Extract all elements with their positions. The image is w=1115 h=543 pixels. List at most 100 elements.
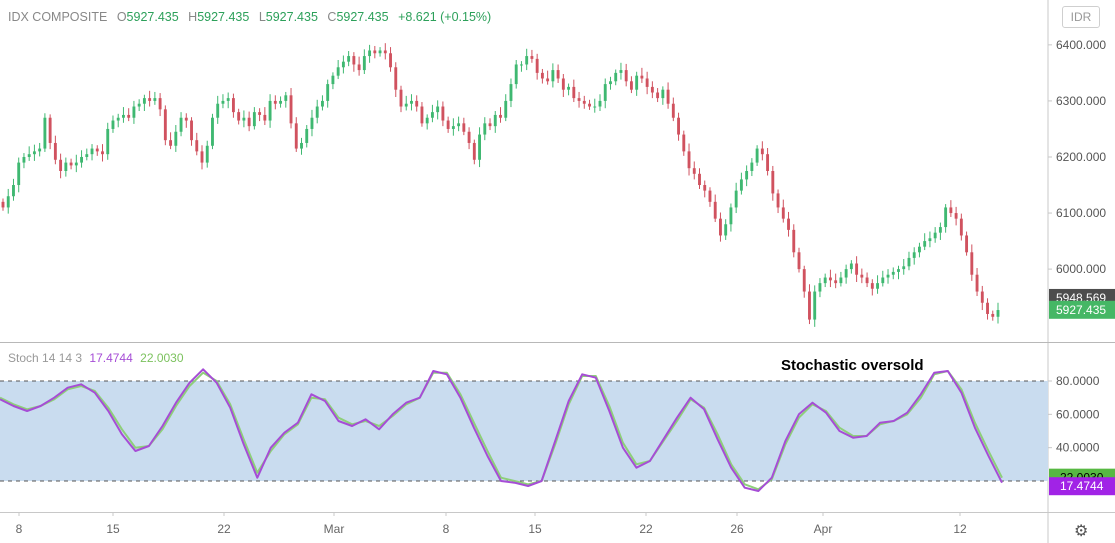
candle-body: [598, 100, 602, 107]
candle-body: [69, 162, 73, 166]
candle-body: [703, 185, 707, 191]
candle-body: [609, 81, 612, 85]
candle-body: [378, 50, 382, 54]
candle-body: [546, 78, 550, 82]
candle-body: [603, 84, 607, 101]
high-value: 5927.435: [197, 10, 250, 24]
candle-body: [640, 75, 644, 79]
candle-body: [860, 274, 864, 278]
stoch-header: Stoch 14 14 3 17.4744 22.0030: [8, 351, 184, 365]
change-value: +8.621 (+0.15%): [398, 10, 492, 24]
candle-body: [923, 241, 927, 247]
candle-body: [588, 103, 591, 107]
candle-body: [918, 246, 921, 253]
candle-body: [53, 142, 57, 160]
candle-body: [478, 134, 481, 160]
candle-body: [38, 148, 42, 152]
stoch-k-badge-label: 17.4744: [1060, 479, 1104, 493]
candle-body: [650, 86, 654, 93]
candle-body: [876, 283, 879, 289]
candle-body: [326, 84, 330, 101]
candle-body: [886, 274, 890, 278]
candle-body: [635, 75, 639, 90]
candle-body: [106, 128, 110, 155]
candle-body: [74, 162, 78, 166]
candle-body: [216, 103, 220, 118]
candle-body: [357, 64, 361, 71]
candle-body: [200, 151, 204, 163]
candle-body: [818, 283, 822, 292]
candle-body: [708, 190, 712, 202]
candle-body: [954, 213, 958, 219]
candle-body: [226, 98, 230, 101]
high-label: H: [188, 10, 198, 24]
candle-body: [577, 98, 581, 101]
stoch-k-badge: [1049, 477, 1115, 496]
candle-body: [284, 95, 288, 101]
candle-body: [760, 148, 764, 155]
candle-body: [6, 196, 10, 208]
candle-body: [745, 171, 749, 180]
candle-body: [273, 100, 277, 104]
candle-body: [336, 67, 340, 76]
candle-body: [341, 61, 345, 68]
candle-body: [394, 67, 398, 90]
candle-body: [724, 224, 728, 236]
candle-body: [231, 98, 235, 113]
candle-body: [493, 114, 497, 127]
close-label: C: [327, 10, 337, 24]
candle-body: [933, 232, 937, 239]
candle-body: [535, 58, 539, 73]
candle-body: [781, 207, 785, 219]
time-tick-label: Mar: [324, 522, 345, 536]
candle-body: [776, 193, 780, 208]
time-tick-label: 15: [528, 522, 542, 536]
candle-body: [671, 103, 675, 118]
candle-body: [331, 75, 335, 85]
candle-body: [766, 154, 770, 171]
gear-icon[interactable]: ⚙: [1074, 523, 1089, 540]
candle-body: [237, 112, 241, 121]
time-tick-label: 12: [953, 522, 967, 536]
price-tick-label: 6200.000: [1056, 150, 1106, 164]
candle-body: [148, 98, 152, 101]
candle-body: [457, 123, 461, 127]
time-tick-label: 22: [639, 522, 653, 536]
candle-body: [22, 156, 26, 163]
candle-body: [729, 207, 733, 225]
candle-body: [446, 120, 450, 129]
candle-body: [661, 89, 665, 99]
candle-body: [980, 291, 984, 303]
candle-body: [624, 70, 628, 82]
candle-body: [551, 70, 555, 82]
candle-body: [619, 70, 623, 73]
candle-body: [855, 263, 859, 275]
candle-body: [739, 179, 743, 191]
candle-body: [279, 100, 282, 104]
candle-body: [195, 140, 199, 152]
candle-body: [472, 142, 476, 160]
stoch-k-line: [0, 368, 1003, 492]
candle-body: [132, 106, 136, 118]
candle-body: [95, 148, 99, 152]
candle-body: [48, 117, 52, 143]
candle-body: [771, 171, 775, 194]
currency-button[interactable]: IDR: [1062, 6, 1100, 28]
candle-body: [347, 56, 351, 62]
candle-body: [184, 117, 188, 121]
candle-body: [399, 89, 403, 107]
candle-body: [305, 128, 309, 143]
price-tick-label: 6000.000: [1056, 262, 1106, 276]
candle-body: [436, 106, 440, 113]
candle-body: [792, 229, 796, 253]
candle-body: [142, 98, 146, 104]
candle-body: [520, 64, 523, 66]
candle-body: [823, 277, 827, 284]
candle-body: [451, 126, 455, 129]
candle-body: [410, 100, 413, 104]
candle-body: [420, 106, 424, 124]
stoch-band: [0, 381, 1048, 481]
candle-body: [813, 291, 817, 320]
close-value: 5927.435: [336, 10, 389, 24]
